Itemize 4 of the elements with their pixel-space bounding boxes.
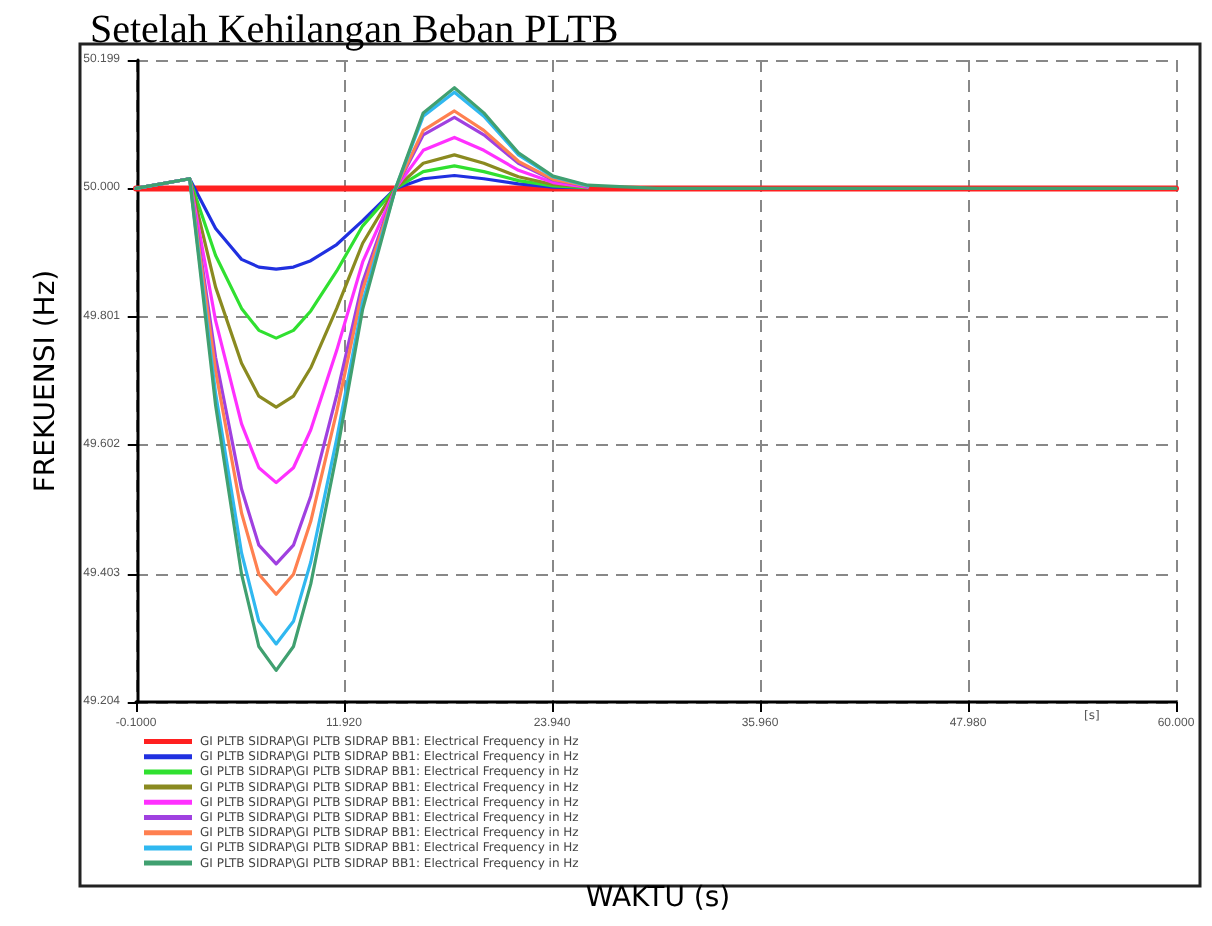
line-series bbox=[134, 86, 1178, 672]
text: WAKTU (s) bbox=[585, 882, 731, 914]
chart-title: Setelah Kehilangan Beban PLTB bbox=[90, 8, 619, 52]
y-axis-title: FREKUENSI (Hz) bbox=[30, 269, 62, 493]
